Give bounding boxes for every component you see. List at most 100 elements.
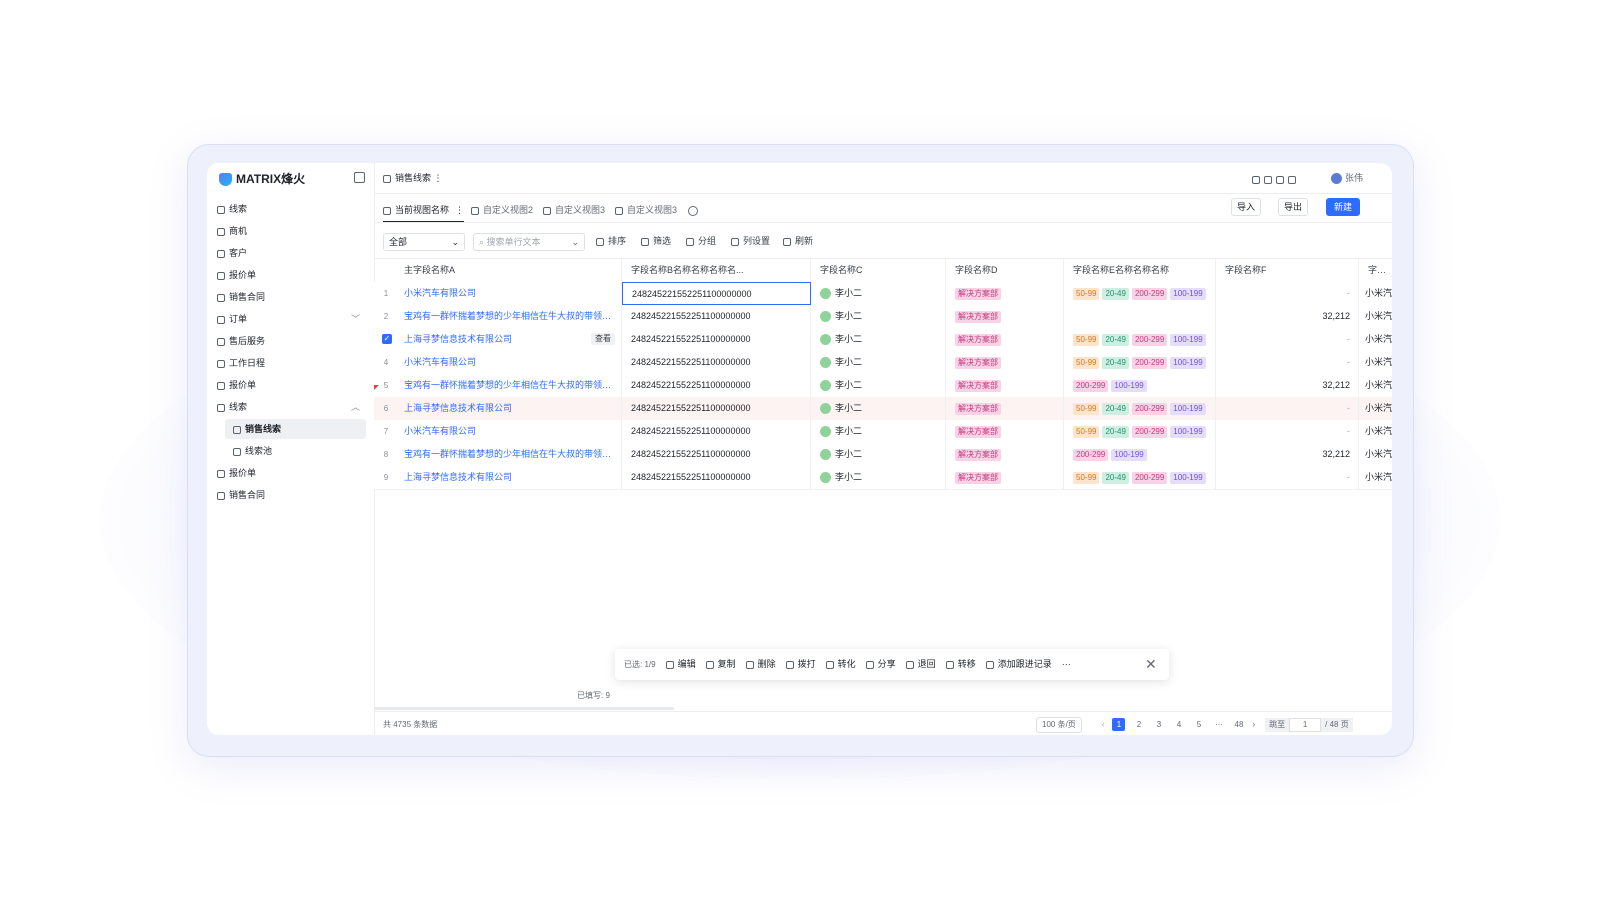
batch-button[interactable]: 编辑 xyxy=(665,659,696,669)
cell-b[interactable]: 248245221552251100000000 xyxy=(622,305,811,328)
nav-item[interactable]: 报价单 xyxy=(211,265,366,285)
company-link[interactable]: 小米汽车有限公司 xyxy=(404,357,477,367)
toolbar-button[interactable]: 排序 xyxy=(596,233,626,249)
view-tab[interactable]: 自定义视图2 xyxy=(471,199,533,221)
tag: 解决方案部 xyxy=(955,449,1001,461)
page-number[interactable]: 48 xyxy=(1234,720,1244,729)
nav-item[interactable]: 工作日程 xyxy=(211,353,366,373)
company-link[interactable]: 上海寻梦信息技术有限公司 xyxy=(404,472,513,482)
cell-b[interactable]: 248245221552251100000000 xyxy=(622,351,811,374)
user[interactable]: 张伟 xyxy=(1331,163,1363,193)
company-link[interactable]: 宝鸡有一群怀揣着梦想的少年相信在牛大叔的带领下... xyxy=(404,311,619,321)
jump-input[interactable]: 1 xyxy=(1289,718,1322,732)
cell-b[interactable]: 248245221552251100000000 xyxy=(622,443,811,466)
page-number[interactable]: 3 xyxy=(1156,720,1162,729)
batch-button[interactable]: 退回 xyxy=(905,659,936,669)
nav-item[interactable]: 订单 ﹀ xyxy=(211,309,366,329)
search-input[interactable]: ⌕ 搜索单行文本 ⌄ xyxy=(473,233,585,251)
toolbar-button[interactable]: 列设置 xyxy=(731,233,770,249)
tab-add[interactable] xyxy=(688,206,698,216)
export-button[interactable]: 导出 xyxy=(1278,198,1309,216)
batch-button[interactable]: 分享 xyxy=(865,659,896,669)
column-header[interactable]: 字段名称C xyxy=(811,259,946,282)
batch-button[interactable]: 添加跟进记录 xyxy=(985,659,1052,669)
collapse-button[interactable] xyxy=(354,172,365,183)
filter-select[interactable]: 全部 ⌄ xyxy=(383,233,465,251)
nav-item[interactable]: 线索 xyxy=(211,199,366,219)
page-number[interactable]: 5 xyxy=(1196,720,1202,729)
nav-item[interactable]: 销售合同 xyxy=(211,485,366,505)
column-header[interactable]: 字段名称B名称名称名称名... xyxy=(622,259,811,282)
page-size-select[interactable]: 100 条/页 xyxy=(1036,717,1082,733)
batch-button[interactable]: 删除 xyxy=(745,659,776,669)
page-number[interactable]: 1 xyxy=(1112,718,1126,731)
company-link[interactable]: 上海寻梦信息技术有限公司 xyxy=(404,334,513,344)
column-header[interactable]: 字段名 xyxy=(1359,259,1392,282)
column-header[interactable]: 字段名称F xyxy=(1216,259,1359,282)
cell-b[interactable]: 248245221552251100000000 xyxy=(622,328,811,351)
nav-item[interactable]: 客户 xyxy=(211,243,366,263)
cell-b[interactable]: 248245221552251100000000 xyxy=(622,466,811,489)
prev-page[interactable]: ‹ xyxy=(1101,720,1105,729)
nav-item[interactable]: 线索 ︿ xyxy=(211,397,366,417)
view-tab[interactable]: 当前视图名称 ⋮ xyxy=(383,199,465,223)
column-header[interactable]: 字段名称E名称名称名称 xyxy=(1064,259,1216,282)
cell-g: 小米汽 xyxy=(1359,351,1392,374)
row-index: 1 xyxy=(383,289,389,298)
page-number[interactable]: 4 xyxy=(1176,720,1182,729)
batch-button[interactable]: 复制 xyxy=(705,659,736,669)
company-link[interactable]: 小米汽车有限公司 xyxy=(404,288,477,298)
tab-menu: ⋮ xyxy=(455,205,465,215)
company-link[interactable]: 小米汽车有限公司 xyxy=(404,426,477,436)
cell-b[interactable]: 248245221552251100000000 xyxy=(622,420,811,443)
tag: 100-199 xyxy=(1111,380,1147,392)
cell-b[interactable]: 248245221552251100000000 xyxy=(622,397,811,420)
icon[interactable] xyxy=(1252,175,1260,184)
nav-item[interactable]: 报价单 xyxy=(211,463,366,483)
breadcrumb-text: 销售线索 xyxy=(395,173,432,183)
view-button[interactable]: 查看 xyxy=(591,333,615,345)
cell-b[interactable]: 248245221552251100000000 xyxy=(622,374,811,397)
toolbar-button[interactable]: 刷新 xyxy=(783,233,813,249)
view-tab[interactable]: 自定义视图3 xyxy=(615,199,677,221)
toolbar-button[interactable]: 筛选 xyxy=(641,233,671,249)
icon[interactable] xyxy=(1276,175,1284,184)
tag: 200-299 xyxy=(1073,380,1109,392)
icon xyxy=(665,660,674,669)
page-number[interactable]: 2 xyxy=(1136,720,1142,729)
page-number[interactable]: ··· xyxy=(1214,720,1223,729)
company-link[interactable]: 宝鸡有一群怀揣着梦想的少年相信在牛大叔的带领下... xyxy=(404,380,619,390)
icon xyxy=(217,359,225,368)
nav-label: 销售合同 xyxy=(229,490,266,500)
icon[interactable] xyxy=(1264,175,1272,184)
nav-item[interactable]: 线索池 xyxy=(225,441,366,461)
batch-button[interactable]: 转化 xyxy=(825,659,856,669)
import-button[interactable]: 导入 xyxy=(1231,198,1262,216)
company-link[interactable]: 宝鸡有一群怀揣着梦想的少年相信在牛大叔的带领下... xyxy=(404,449,619,459)
column-header[interactable]: 字段名称D xyxy=(946,259,1064,282)
nav-item[interactable]: 商机 xyxy=(211,221,366,241)
batch-button[interactable]: 拨打 xyxy=(785,659,816,669)
batch-button[interactable]: 转移 xyxy=(945,659,976,669)
close-button[interactable]: ✕ xyxy=(1145,656,1157,672)
more-button[interactable]: ··· xyxy=(1061,659,1071,669)
icon xyxy=(217,227,225,236)
icon xyxy=(705,660,714,669)
column-header[interactable]: 主字段名称A xyxy=(398,259,622,282)
nav-item[interactable]: 报价单 xyxy=(211,375,366,395)
tag: 200-299 xyxy=(1131,288,1168,300)
person: 李小二 xyxy=(835,334,863,344)
nav-item[interactable]: 销售合同 xyxy=(211,287,366,307)
icon[interactable] xyxy=(1288,175,1296,184)
view-tab[interactable]: 自定义视图3 xyxy=(543,199,605,221)
tag: 20-49 xyxy=(1102,288,1129,300)
row-checkbox[interactable]: ✓ xyxy=(382,334,392,344)
cell-a: 宝鸡有一群怀揣着梦想的少年相信在牛大叔的带领下... xyxy=(398,443,622,466)
create-button[interactable]: 新建 xyxy=(1326,198,1361,216)
cell-b[interactable]: 248245221552251100000000 xyxy=(622,282,811,305)
next-page[interactable]: › xyxy=(1252,720,1256,729)
toolbar-button[interactable]: 分组 xyxy=(686,233,716,249)
company-link[interactable]: 上海寻梦信息技术有限公司 xyxy=(404,403,513,413)
nav-item[interactable]: 售后服务 xyxy=(211,331,366,351)
nav-item[interactable]: 销售线索 xyxy=(225,419,366,439)
